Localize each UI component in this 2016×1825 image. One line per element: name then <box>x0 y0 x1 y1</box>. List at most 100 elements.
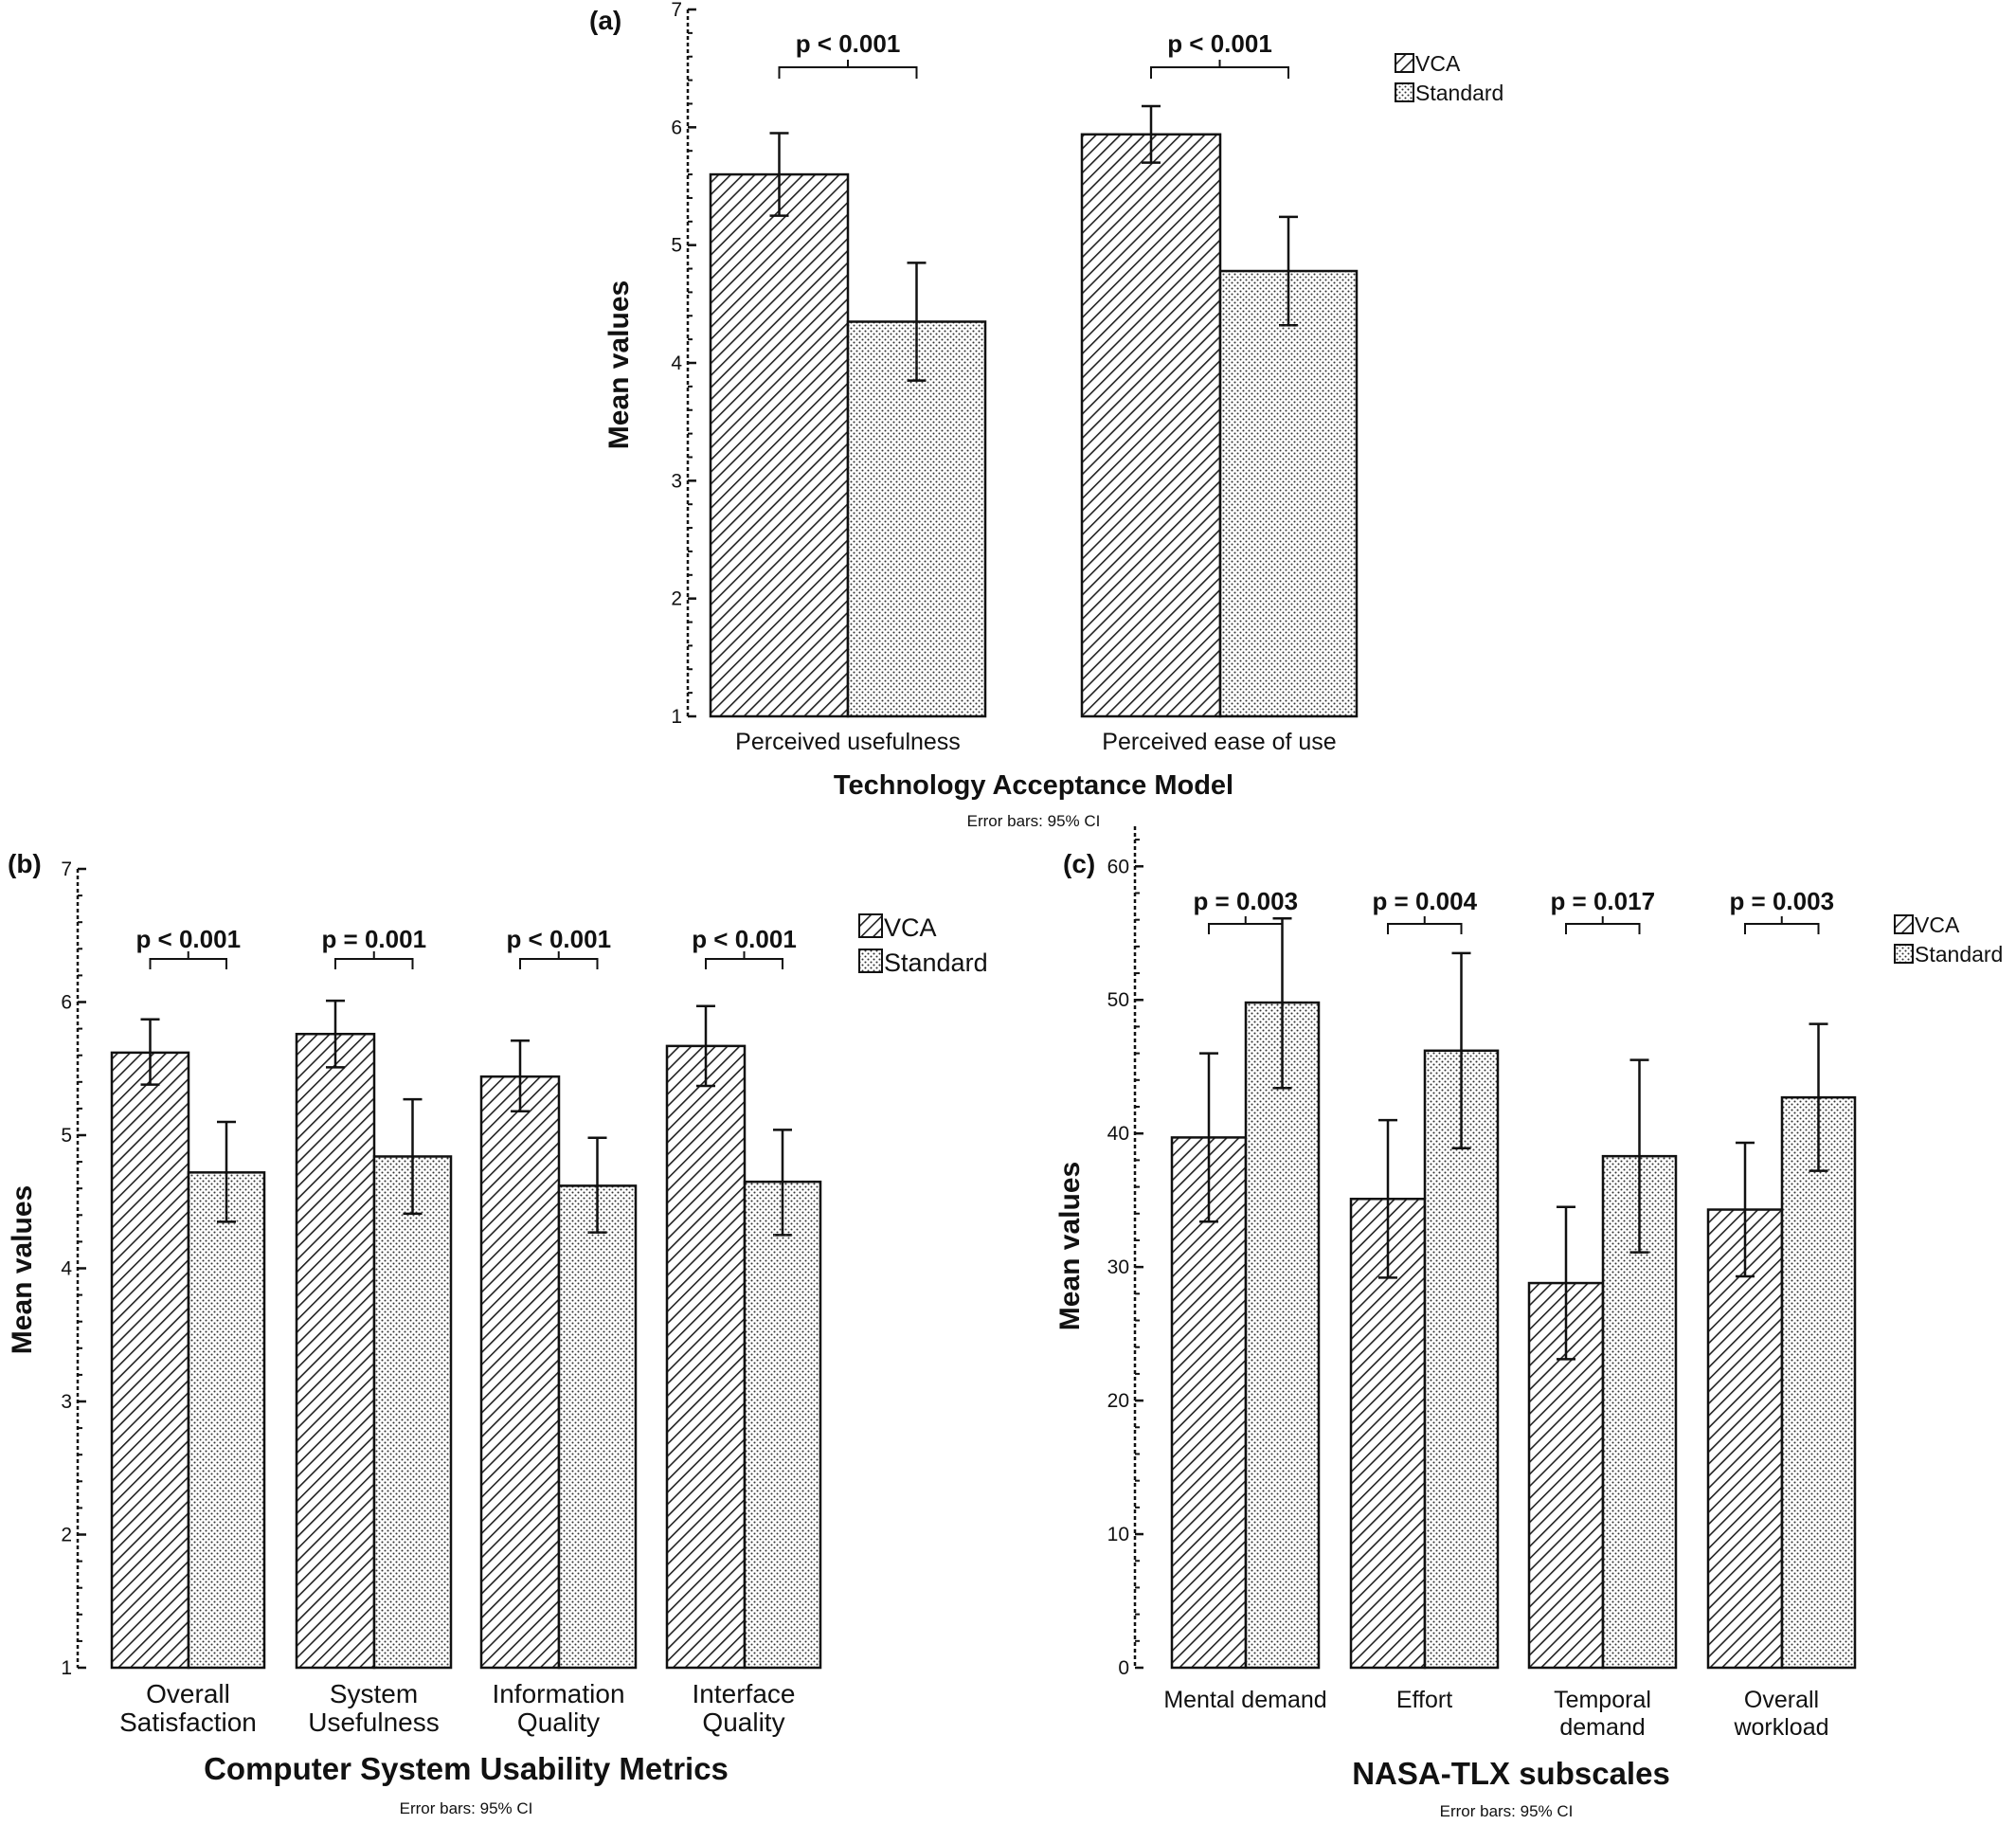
panel-a-chart: 1 2 3 4 5 6 7 Perceived usefulness p < 0.001 Perc… <box>589 0 1503 830</box>
panel-a-y-tick-label: 7 <box>671 0 682 21</box>
panel-c-significance-bracket <box>1387 916 1463 934</box>
panel-c-legend-label-standard: Standard <box>1915 942 2003 967</box>
panel-b-bar-standard <box>187 1171 266 1670</box>
panel-b-significance-bracket <box>705 951 783 969</box>
panel-c-y-tick-label: 10 <box>1107 1524 1129 1545</box>
panel-a-y-tick-label: 5 <box>671 235 682 257</box>
panel-c-category-label: Temporal <box>1554 1687 1651 1713</box>
panel-a-label: (a) <box>589 6 621 35</box>
panel-b-category-label: Interface <box>693 1679 796 1708</box>
panel-b-x-axis-title: Computer System Usability Metrics <box>204 1751 729 1786</box>
panel-a-y-tick-label: 3 <box>671 470 682 492</box>
panel-c-category-label: workload <box>1733 1714 1828 1741</box>
panel-a-legend-swatch-vca <box>1395 53 1414 73</box>
panel-b-legend-swatch-standard <box>858 949 883 973</box>
panel-c-category-label: Effort <box>1396 1687 1452 1713</box>
panel-c-significance-bracket <box>1565 916 1641 934</box>
panel-b-label: (b) <box>8 849 42 878</box>
panel-b-bar-standard <box>557 1184 638 1670</box>
panel-b-category-label: Information <box>492 1679 624 1708</box>
panel-c-y-tick-label: 50 <box>1107 989 1129 1011</box>
panel-c-chart: 0 10 20 30 40 50 60 Mental demand p = 0.003 Effor… <box>1054 826 2003 1820</box>
panel-a-p-value: p < 0.001 <box>796 29 901 58</box>
panel-c-bar-standard <box>1244 1001 1321 1670</box>
panel-a-y-axis-label: Mean values <box>603 280 635 449</box>
panel-b-significance-bracket <box>149 951 227 969</box>
panel-b-y-tick-label: 2 <box>61 1525 72 1546</box>
panel-a-bar-standard <box>846 320 987 718</box>
panel-c-category-label: demand <box>1559 1714 1645 1741</box>
panel-a-y-tick-label: 6 <box>671 117 682 138</box>
panel-c-legend-label-vca: VCA <box>1915 912 1960 937</box>
panel-c-significance-bracket <box>1208 916 1284 934</box>
panel-c-label: (c) <box>1063 849 1095 878</box>
panel-c-x-axis-title: NASA-TLX subscales <box>1352 1756 1670 1791</box>
panel-c-y-tick-label: 40 <box>1107 1123 1129 1145</box>
panel-b-significance-bracket <box>519 951 599 969</box>
panel-b-legend-label-vca: VCA <box>884 913 937 942</box>
panel-c-y-tick-label: 60 <box>1107 856 1129 877</box>
panel-c-y-tick-label: 30 <box>1107 1256 1129 1278</box>
panel-b-y-tick-label: 7 <box>61 858 72 880</box>
panel-b-p-value: p < 0.001 <box>506 925 611 953</box>
panel-b-bar-vca <box>665 1044 747 1670</box>
panel-c-y-axis-label: Mean values <box>1054 1162 1086 1330</box>
panel-b-y-axis-label: Mean values <box>7 1185 38 1354</box>
panel-b-y-tick-label: 1 <box>61 1657 72 1679</box>
panel-a-category-label: Perceived usefulness <box>735 729 961 755</box>
panel-a-y-tick-label: 4 <box>671 352 682 374</box>
panel-b-p-value: p < 0.001 <box>135 925 241 953</box>
panel-a-y-tick-label: 1 <box>671 706 682 728</box>
panel-a-bar-vca <box>1080 133 1222 718</box>
panel-a-p-value: p < 0.001 <box>1167 29 1272 58</box>
panel-c-bar-vca <box>1170 1136 1248 1670</box>
panel-c-category-label: Overall <box>1744 1687 1819 1713</box>
panel-b-category-label: Quality <box>517 1708 600 1737</box>
panel-c-y-tick-label: 20 <box>1107 1390 1129 1412</box>
panel-c-p-value: p = 0.004 <box>1372 887 1477 915</box>
panel-a-error-bar-note: Error bars: 95% CI <box>967 812 1101 830</box>
panel-c-category-label: Mental demand <box>1163 1687 1326 1713</box>
panel-a-significance-bracket <box>1150 60 1289 79</box>
panel-a-bar-standard <box>1218 269 1359 718</box>
panel-a-legend-label-vca: VCA <box>1415 51 1461 76</box>
panel-a-legend-swatch-standard <box>1395 82 1414 102</box>
panel-b-p-value: p < 0.001 <box>692 925 797 953</box>
panel-b-category-label: Overall <box>146 1679 230 1708</box>
panel-b-bar-vca <box>479 1075 561 1670</box>
panel-a-x-axis-title: Technology Acceptance Model <box>834 770 1233 801</box>
panel-b-y-tick-label: 4 <box>61 1258 72 1280</box>
panel-a-category-label: Perceived ease of use <box>1102 729 1336 755</box>
panel-b-error-bar-note: Error bars: 95% CI <box>400 1799 533 1817</box>
panel-b-significance-bracket <box>334 951 414 969</box>
panel-b-legend-label-standard: Standard <box>884 949 988 977</box>
panel-a-bar-vca <box>709 172 850 718</box>
panel-c-legend-swatch-standard <box>1894 944 1914 964</box>
panel-b-legend-swatch-vca <box>858 913 883 938</box>
panel-a-significance-bracket <box>778 60 918 79</box>
panel-b-category-label: Quality <box>702 1708 784 1737</box>
panel-a-legend-label-standard: Standard <box>1415 81 1503 105</box>
panel-b-category-label: System <box>330 1679 418 1708</box>
panel-b-category-label: Usefulness <box>308 1708 440 1737</box>
panel-c-bar-vca <box>1706 1208 1784 1670</box>
panel-c-p-value: p = 0.003 <box>1193 887 1298 915</box>
panel-c-bar-standard <box>1423 1049 1500 1670</box>
panel-b-y-tick-label: 6 <box>61 992 72 1014</box>
panel-c-y-tick-label: 0 <box>1118 1657 1129 1679</box>
panel-b-category-label: Satisfaction <box>119 1708 257 1737</box>
panel-b-bar-standard <box>743 1180 822 1670</box>
panel-c-significance-bracket <box>1744 916 1820 934</box>
panel-c-p-value: p = 0.017 <box>1550 887 1655 915</box>
panel-b-bar-vca <box>110 1051 190 1670</box>
panel-c-p-value: p = 0.003 <box>1729 887 1834 915</box>
panel-c-bar-standard <box>1780 1095 1857 1670</box>
panel-c-error-bar-note: Error bars: 95% CI <box>1440 1802 1574 1820</box>
panel-b-bar-standard <box>372 1155 453 1670</box>
panel-b-y-tick-label: 3 <box>61 1391 72 1413</box>
panel-b-bar-vca <box>295 1032 376 1670</box>
panel-a-y-tick-label: 2 <box>671 588 682 610</box>
panel-b-p-value: p = 0.001 <box>321 925 426 953</box>
